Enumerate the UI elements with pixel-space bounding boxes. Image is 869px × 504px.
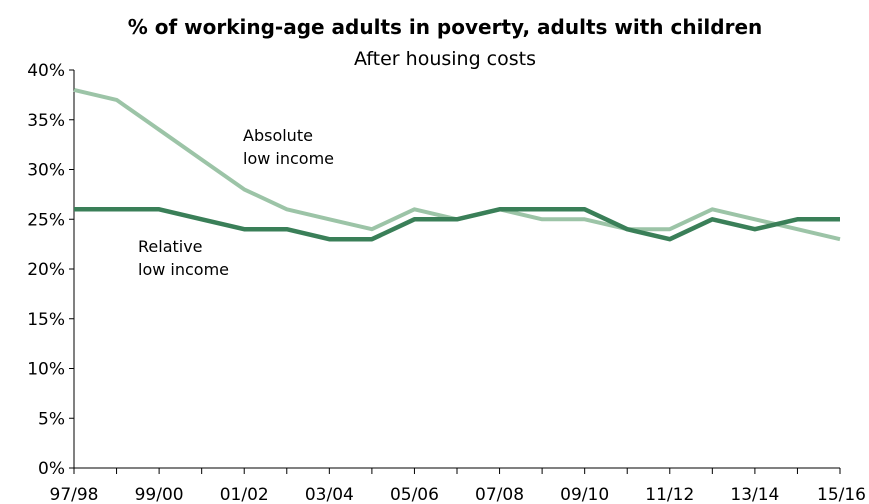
y-tick-label: 10%	[27, 360, 65, 380]
x-tick-label: 05/06	[390, 485, 439, 504]
x-axis: 97/98 99/00 01/02 03/04 05/06 07/08 09/10 11/12…	[50, 467, 866, 504]
x-tick-label: 11/12	[645, 485, 694, 504]
chart-subtitle: After housing costs	[354, 48, 536, 70]
y-tick-label: 40%	[27, 61, 65, 81]
y-tick-label: 5%	[38, 409, 65, 429]
x-tick-label: 99/00	[135, 485, 184, 504]
absolute-annotation-line-2: low income	[243, 149, 334, 168]
x-tick-label: 09/10	[560, 485, 609, 504]
x-tick-label: 07/08	[475, 485, 524, 504]
x-tick-label: 13/14	[730, 485, 779, 504]
relative-annotation-line-2: low income	[138, 260, 229, 279]
x-tick-label: 97/98	[50, 485, 99, 504]
y-tick-label: 15%	[27, 310, 65, 330]
y-tick-label: 30%	[27, 161, 65, 181]
absolute-annotation-line-1: Absolute	[243, 126, 313, 145]
y-tick-label: 20%	[27, 260, 65, 280]
y-tick-label: 25%	[27, 210, 65, 230]
y-tick-label: 0%	[38, 459, 65, 479]
x-tick-label: 15/16	[817, 485, 866, 504]
absolute-low-income-annotation: Absolute low income	[243, 126, 334, 168]
y-tick-label: 35%	[27, 111, 65, 131]
relative-low-income-line	[74, 207, 840, 242]
x-tick-label: 03/04	[305, 485, 354, 504]
relative-annotation-line-1: Relative	[138, 237, 203, 256]
chart-title: % of working-age adults in poverty, adul…	[128, 15, 763, 39]
x-tick-label: 01/02	[220, 485, 269, 504]
series-layer	[73, 87, 841, 242]
relative-low-income-annotation: Relative low income	[138, 237, 229, 279]
y-axis: 0% 5% 10% 15% 20% 25% 30% 35% 40%	[27, 61, 75, 479]
